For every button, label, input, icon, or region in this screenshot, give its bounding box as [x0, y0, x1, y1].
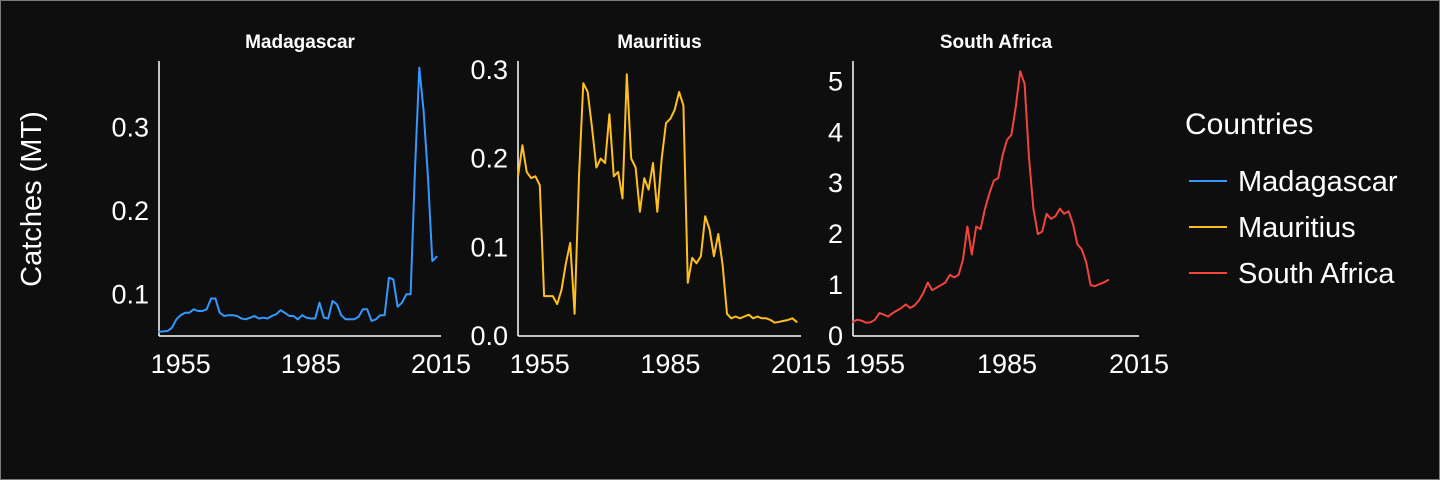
x-tick-label: 1985 — [281, 349, 341, 379]
panel-2: Mauritius 0.0 0.1 0.2 0.3 1955 1985 2015 — [470, 32, 831, 379]
y-axis-label: Catches (MT) — [16, 111, 48, 287]
x-tick-label: 1955 — [510, 349, 570, 379]
y-tick-label: 0.2 — [470, 144, 508, 174]
panel-1: Madagascar 0.1 0.2 0.3 1955 1985 2015 — [111, 32, 471, 379]
legend-title: Countries — [1185, 108, 1313, 141]
y-tick-label: 4 — [828, 117, 843, 147]
y-tick-label: 3 — [828, 168, 843, 198]
legend-item: South Africa — [1189, 258, 1395, 290]
y-tick-label: 2 — [828, 219, 843, 249]
legend-label: Madagascar — [1238, 166, 1398, 198]
y-tick-label: 1 — [828, 270, 843, 300]
panel-title: Mauritius — [617, 32, 701, 53]
x-tick-label: 1955 — [151, 349, 211, 379]
series-line-madagascar — [158, 66, 438, 333]
y-tick-label: 5 — [828, 66, 843, 96]
y-tick-label: 0.3 — [111, 113, 149, 143]
y-tick-label: 0.1 — [470, 232, 508, 262]
series-line-south-africa — [852, 70, 1110, 324]
y-tick-label: 0 — [828, 321, 843, 351]
x-tick-label: 1955 — [845, 349, 905, 379]
x-tick-label: 2015 — [1109, 349, 1169, 379]
y-tick-label: 0.1 — [111, 279, 149, 309]
legend-label: Mauritius — [1238, 212, 1356, 244]
legend: Countries Madagascar Mauritius South Afric… — [1185, 108, 1398, 290]
legend-item: Mauritius — [1189, 212, 1356, 244]
x-tick-label: 1985 — [977, 349, 1037, 379]
legend-label: South Africa — [1238, 258, 1395, 290]
y-tick-label: 0.3 — [470, 55, 508, 85]
panel-3: South Africa 0 1 2 3 4 5 1955 1985 2015 — [828, 32, 1169, 379]
x-tick-label: 2015 — [771, 349, 831, 379]
series-line-mauritius — [517, 73, 798, 324]
x-tick-label: 2015 — [411, 349, 471, 379]
panel-title: South Africa — [940, 32, 1053, 53]
y-tick-label: 0.0 — [470, 321, 508, 351]
y-tick-label: 0.2 — [111, 196, 149, 226]
legend-item: Madagascar — [1189, 166, 1398, 198]
panel-title: Madagascar — [245, 32, 355, 53]
x-tick-label: 1985 — [640, 349, 700, 379]
